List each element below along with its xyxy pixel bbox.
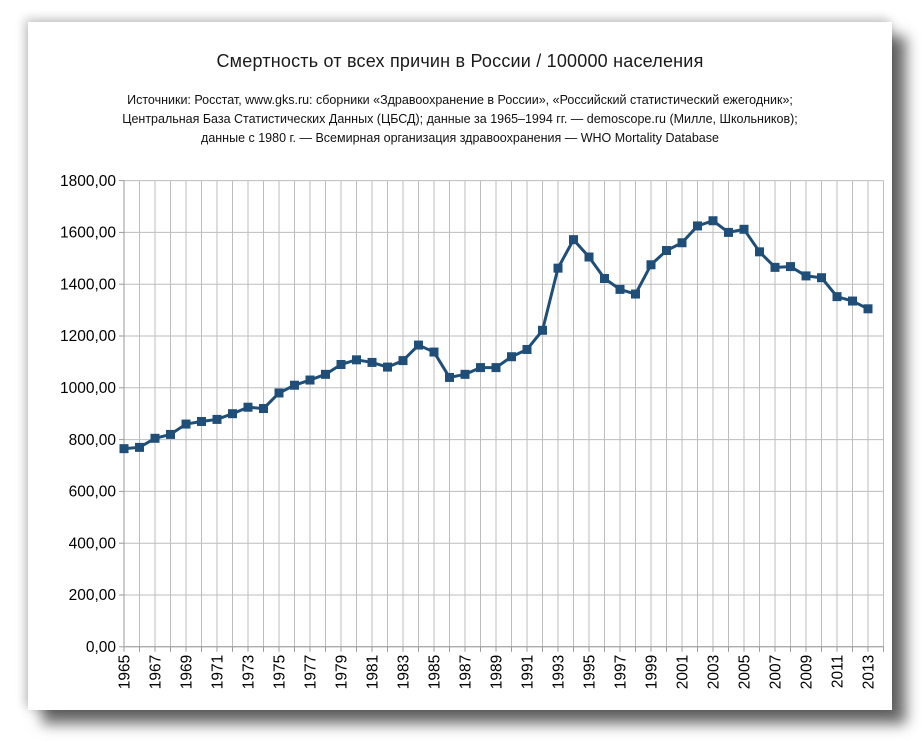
x-axis-label: 1987 bbox=[458, 655, 475, 689]
data-point-marker bbox=[197, 416, 206, 426]
y-axis-label: 1400,00 bbox=[60, 276, 116, 293]
x-axis-label: 1965 bbox=[117, 655, 134, 689]
data-point-marker bbox=[119, 444, 129, 454]
x-axis-label: 1983 bbox=[396, 655, 413, 689]
data-point-marker bbox=[817, 273, 826, 283]
data-point-marker bbox=[212, 414, 222, 424]
data-point-marker bbox=[259, 404, 268, 414]
data-point-marker bbox=[166, 429, 175, 439]
data-point-marker bbox=[305, 375, 315, 385]
data-point-marker bbox=[538, 325, 547, 335]
mortality-line-chart: 0,00 200,00 400,00 600,00 800,00 1000,00 1200,… bbox=[60, 173, 884, 689]
y-axis-label: 0,00 bbox=[86, 639, 117, 656]
data-point-marker bbox=[662, 246, 671, 256]
data-point-marker bbox=[228, 409, 237, 419]
data-point-marker bbox=[646, 260, 656, 270]
data-point-marker bbox=[739, 224, 749, 234]
data-point-marker bbox=[491, 363, 501, 373]
x-axis-label: 2013 bbox=[861, 655, 878, 689]
x-axis-label: 2007 bbox=[768, 655, 785, 689]
chart-subtitle: Источники: Росстат, www.gks.ru: сборники… bbox=[28, 91, 892, 148]
data-point-marker bbox=[522, 344, 532, 354]
data-point-marker bbox=[584, 252, 594, 262]
x-axis-label: 2011 bbox=[830, 655, 847, 688]
data-point-marker bbox=[832, 292, 842, 302]
chart-card: Смертность от всех причин в России / 100… bbox=[28, 22, 892, 710]
x-axis-label: 1971 bbox=[210, 655, 227, 689]
x-axis-label: 1981 bbox=[365, 655, 382, 689]
y-axis-label: 1600,00 bbox=[60, 225, 116, 242]
x-axis-label: 1973 bbox=[241, 655, 258, 689]
y-axis-label: 600,00 bbox=[69, 484, 117, 501]
data-point-marker bbox=[398, 356, 408, 366]
y-axis-label: 1800,00 bbox=[60, 173, 116, 190]
data-point-marker bbox=[569, 235, 578, 245]
data-point-marker bbox=[770, 262, 780, 272]
x-axis-label: 1989 bbox=[489, 655, 506, 689]
chart-title: Смертность от всех причин в России / 100… bbox=[216, 51, 704, 71]
y-axis-label: 200,00 bbox=[69, 587, 117, 604]
x-axis-label: 1969 bbox=[179, 655, 196, 689]
data-point-marker bbox=[755, 247, 764, 257]
data-point-marker bbox=[631, 289, 640, 299]
data-point-marker bbox=[863, 304, 873, 314]
data-point-marker bbox=[181, 419, 191, 429]
x-axis-label: 1997 bbox=[613, 655, 630, 689]
x-axis-label: 1979 bbox=[334, 655, 351, 689]
x-axis-label: 2009 bbox=[799, 655, 816, 689]
data-point-marker bbox=[445, 372, 454, 382]
x-axis-label: 1993 bbox=[551, 655, 568, 689]
x-axis-label: 1991 bbox=[520, 655, 537, 689]
data-point-marker bbox=[848, 296, 857, 306]
data-point-marker bbox=[801, 271, 811, 281]
data-point-marker bbox=[460, 369, 470, 379]
x-axis-label: 1985 bbox=[427, 655, 444, 689]
x-axis-label: 1999 bbox=[644, 655, 661, 689]
chart-subtitle-line-1: Источники: Росстат, www.gks.ru: сборники… bbox=[127, 93, 793, 107]
x-axis-label: 1995 bbox=[582, 655, 599, 689]
x-axis-label: 2005 bbox=[737, 655, 754, 689]
data-point-marker bbox=[336, 359, 346, 369]
data-point-marker bbox=[383, 362, 392, 372]
data-point-marker bbox=[693, 221, 702, 231]
data-point-marker bbox=[321, 369, 330, 379]
data-point-marker bbox=[135, 442, 144, 452]
data-point-marker bbox=[150, 433, 160, 443]
y-axis-label: 1000,00 bbox=[60, 380, 116, 397]
data-point-marker bbox=[553, 263, 563, 273]
data-point-marker bbox=[414, 340, 423, 350]
data-point-marker bbox=[367, 357, 377, 367]
y-axis-label: 1200,00 bbox=[60, 328, 116, 345]
data-point-marker bbox=[352, 355, 361, 365]
data-point-marker bbox=[600, 274, 609, 284]
data-point-marker bbox=[507, 352, 516, 362]
data-point-marker bbox=[708, 216, 718, 226]
chart-subtitle-line-3: данные с 1980 г. — Всемирная организация… bbox=[201, 131, 719, 145]
data-point-marker bbox=[724, 227, 733, 237]
data-point-marker bbox=[429, 347, 439, 357]
y-axis-label: 800,00 bbox=[69, 432, 117, 449]
x-axis-label: 1975 bbox=[272, 655, 289, 689]
data-point-marker bbox=[677, 238, 687, 248]
data-point-marker bbox=[274, 388, 284, 398]
x-axis-label: 2003 bbox=[706, 655, 723, 689]
chart-subtitle-line-2: Центральная База Статистических Данных (… bbox=[122, 112, 798, 126]
x-axis-label: 1977 bbox=[303, 655, 320, 689]
data-point-marker bbox=[786, 262, 795, 272]
data-point-marker bbox=[290, 380, 299, 390]
data-point-marker bbox=[476, 363, 485, 373]
data-point-marker bbox=[243, 402, 253, 412]
y-axis-label: 400,00 bbox=[69, 535, 117, 552]
x-axis-label: 2001 bbox=[675, 655, 692, 689]
data-point-marker bbox=[615, 284, 625, 294]
x-axis-label: 1967 bbox=[148, 655, 165, 689]
